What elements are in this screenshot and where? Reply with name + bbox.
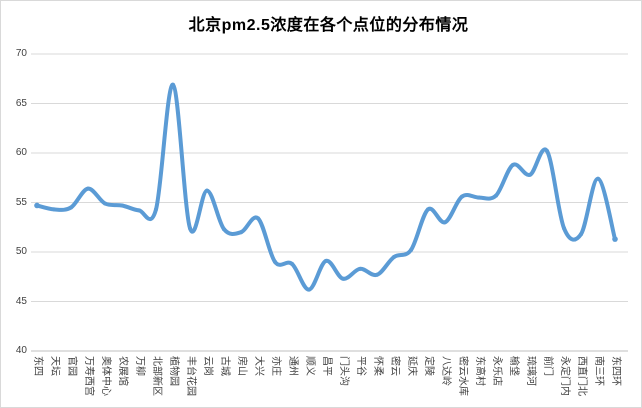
data-point-marker — [239, 230, 243, 235]
x-axis-label: 东四环 — [610, 356, 621, 386]
x-axis-label: 奥体中心 — [100, 356, 111, 396]
data-point-marker — [52, 207, 56, 212]
x-axis-label: 植物园 — [168, 356, 179, 386]
x-axis-label: 东高村 — [474, 356, 485, 386]
x-axis-label: 丰台花园 — [185, 356, 196, 396]
y-axis-tick-label: 65 — [15, 97, 27, 109]
data-point-marker — [103, 201, 107, 206]
data-point-marker — [443, 220, 447, 225]
y-axis-tick-label: 45 — [15, 295, 27, 307]
data-point-marker — [86, 186, 90, 191]
x-axis-label: 南三环 — [593, 356, 604, 386]
x-axis-label: 定陵 — [423, 356, 434, 376]
y-axis-tick-label: 40 — [15, 345, 27, 356]
x-axis-label: 琉璃河 — [525, 356, 536, 386]
data-point-marker — [528, 172, 532, 177]
data-point-marker — [137, 208, 141, 213]
x-axis-label: 门头沟 — [338, 356, 349, 386]
data-point-marker — [426, 207, 430, 212]
data-point-marker — [34, 202, 40, 209]
x-axis-label: 密云 — [389, 356, 400, 376]
x-axis-label: 永乐店 — [491, 356, 502, 386]
data-point-marker — [494, 193, 498, 198]
data-point-marker — [477, 195, 481, 200]
data-point-marker — [290, 261, 294, 266]
x-axis-label: 亦庄 — [270, 356, 281, 376]
y-axis-tick-label: 50 — [15, 246, 27, 257]
data-point-marker — [69, 205, 73, 210]
y-axis-tick-label: 60 — [15, 147, 27, 158]
x-axis-label: 古城 — [219, 356, 230, 376]
x-axis-label: 八达岭 — [440, 356, 451, 386]
y-axis-tick-label: 70 — [15, 48, 27, 59]
x-axis-label: 大兴 — [253, 356, 264, 376]
chart-title: 北京pm2.5浓度在各个点位的分布情况 — [188, 17, 469, 34]
data-point-marker — [120, 203, 124, 208]
data-point-marker — [460, 194, 464, 199]
x-axis-label: 农展馆 — [117, 356, 128, 386]
x-axis-label: 怀柔 — [372, 356, 383, 376]
data-point-marker — [562, 226, 566, 231]
data-point-marker — [409, 248, 413, 253]
data-point-marker — [612, 236, 618, 242]
data-point-marker — [579, 232, 583, 237]
x-axis-label: 永定门内 — [559, 356, 570, 396]
data-point-marker — [205, 188, 209, 193]
x-axis-label: 云岗 — [202, 356, 213, 376]
pm25-series-line — [35, 82, 617, 292]
x-axis-label: 平谷 — [355, 356, 366, 376]
x-axis-label: 昌平 — [321, 356, 332, 376]
data-point-marker — [392, 254, 396, 259]
data-point-marker — [307, 287, 311, 292]
data-point-marker — [324, 258, 328, 263]
x-axis-label: 前门 — [542, 356, 553, 376]
x-axis-label: 顺义 — [304, 356, 315, 376]
data-point-marker — [188, 226, 192, 231]
y-axis-tick-label: 55 — [15, 196, 27, 208]
data-point-marker — [273, 259, 277, 264]
x-axis-label: 万寿西宫 — [83, 356, 94, 396]
x-axis-label: 通州 — [287, 356, 298, 376]
data-point-marker — [596, 176, 600, 181]
x-axis-label: 东四 — [32, 356, 43, 376]
x-axis-label: 北部新区 — [151, 356, 162, 396]
data-point-marker — [341, 276, 345, 281]
x-axis-label: 榆垡 — [508, 356, 519, 376]
data-point-marker — [256, 216, 260, 221]
data-point-marker — [545, 149, 549, 154]
data-point-marker — [154, 207, 158, 212]
x-axis-label: 房山 — [236, 356, 247, 376]
data-point-marker — [375, 272, 379, 277]
x-axis-label: 万柳 — [134, 356, 145, 376]
data-point-marker — [171, 82, 175, 87]
data-point-marker — [511, 162, 515, 167]
data-point-marker — [358, 266, 362, 271]
x-axis-label: 延庆 — [406, 356, 417, 376]
x-axis-label: 西直门北 — [576, 356, 587, 396]
x-axis-label: 密云水库 — [457, 356, 468, 396]
data-point-marker — [222, 227, 226, 232]
x-axis-label: 天坛 — [49, 356, 60, 376]
x-axis-label: 官园 — [66, 356, 77, 376]
